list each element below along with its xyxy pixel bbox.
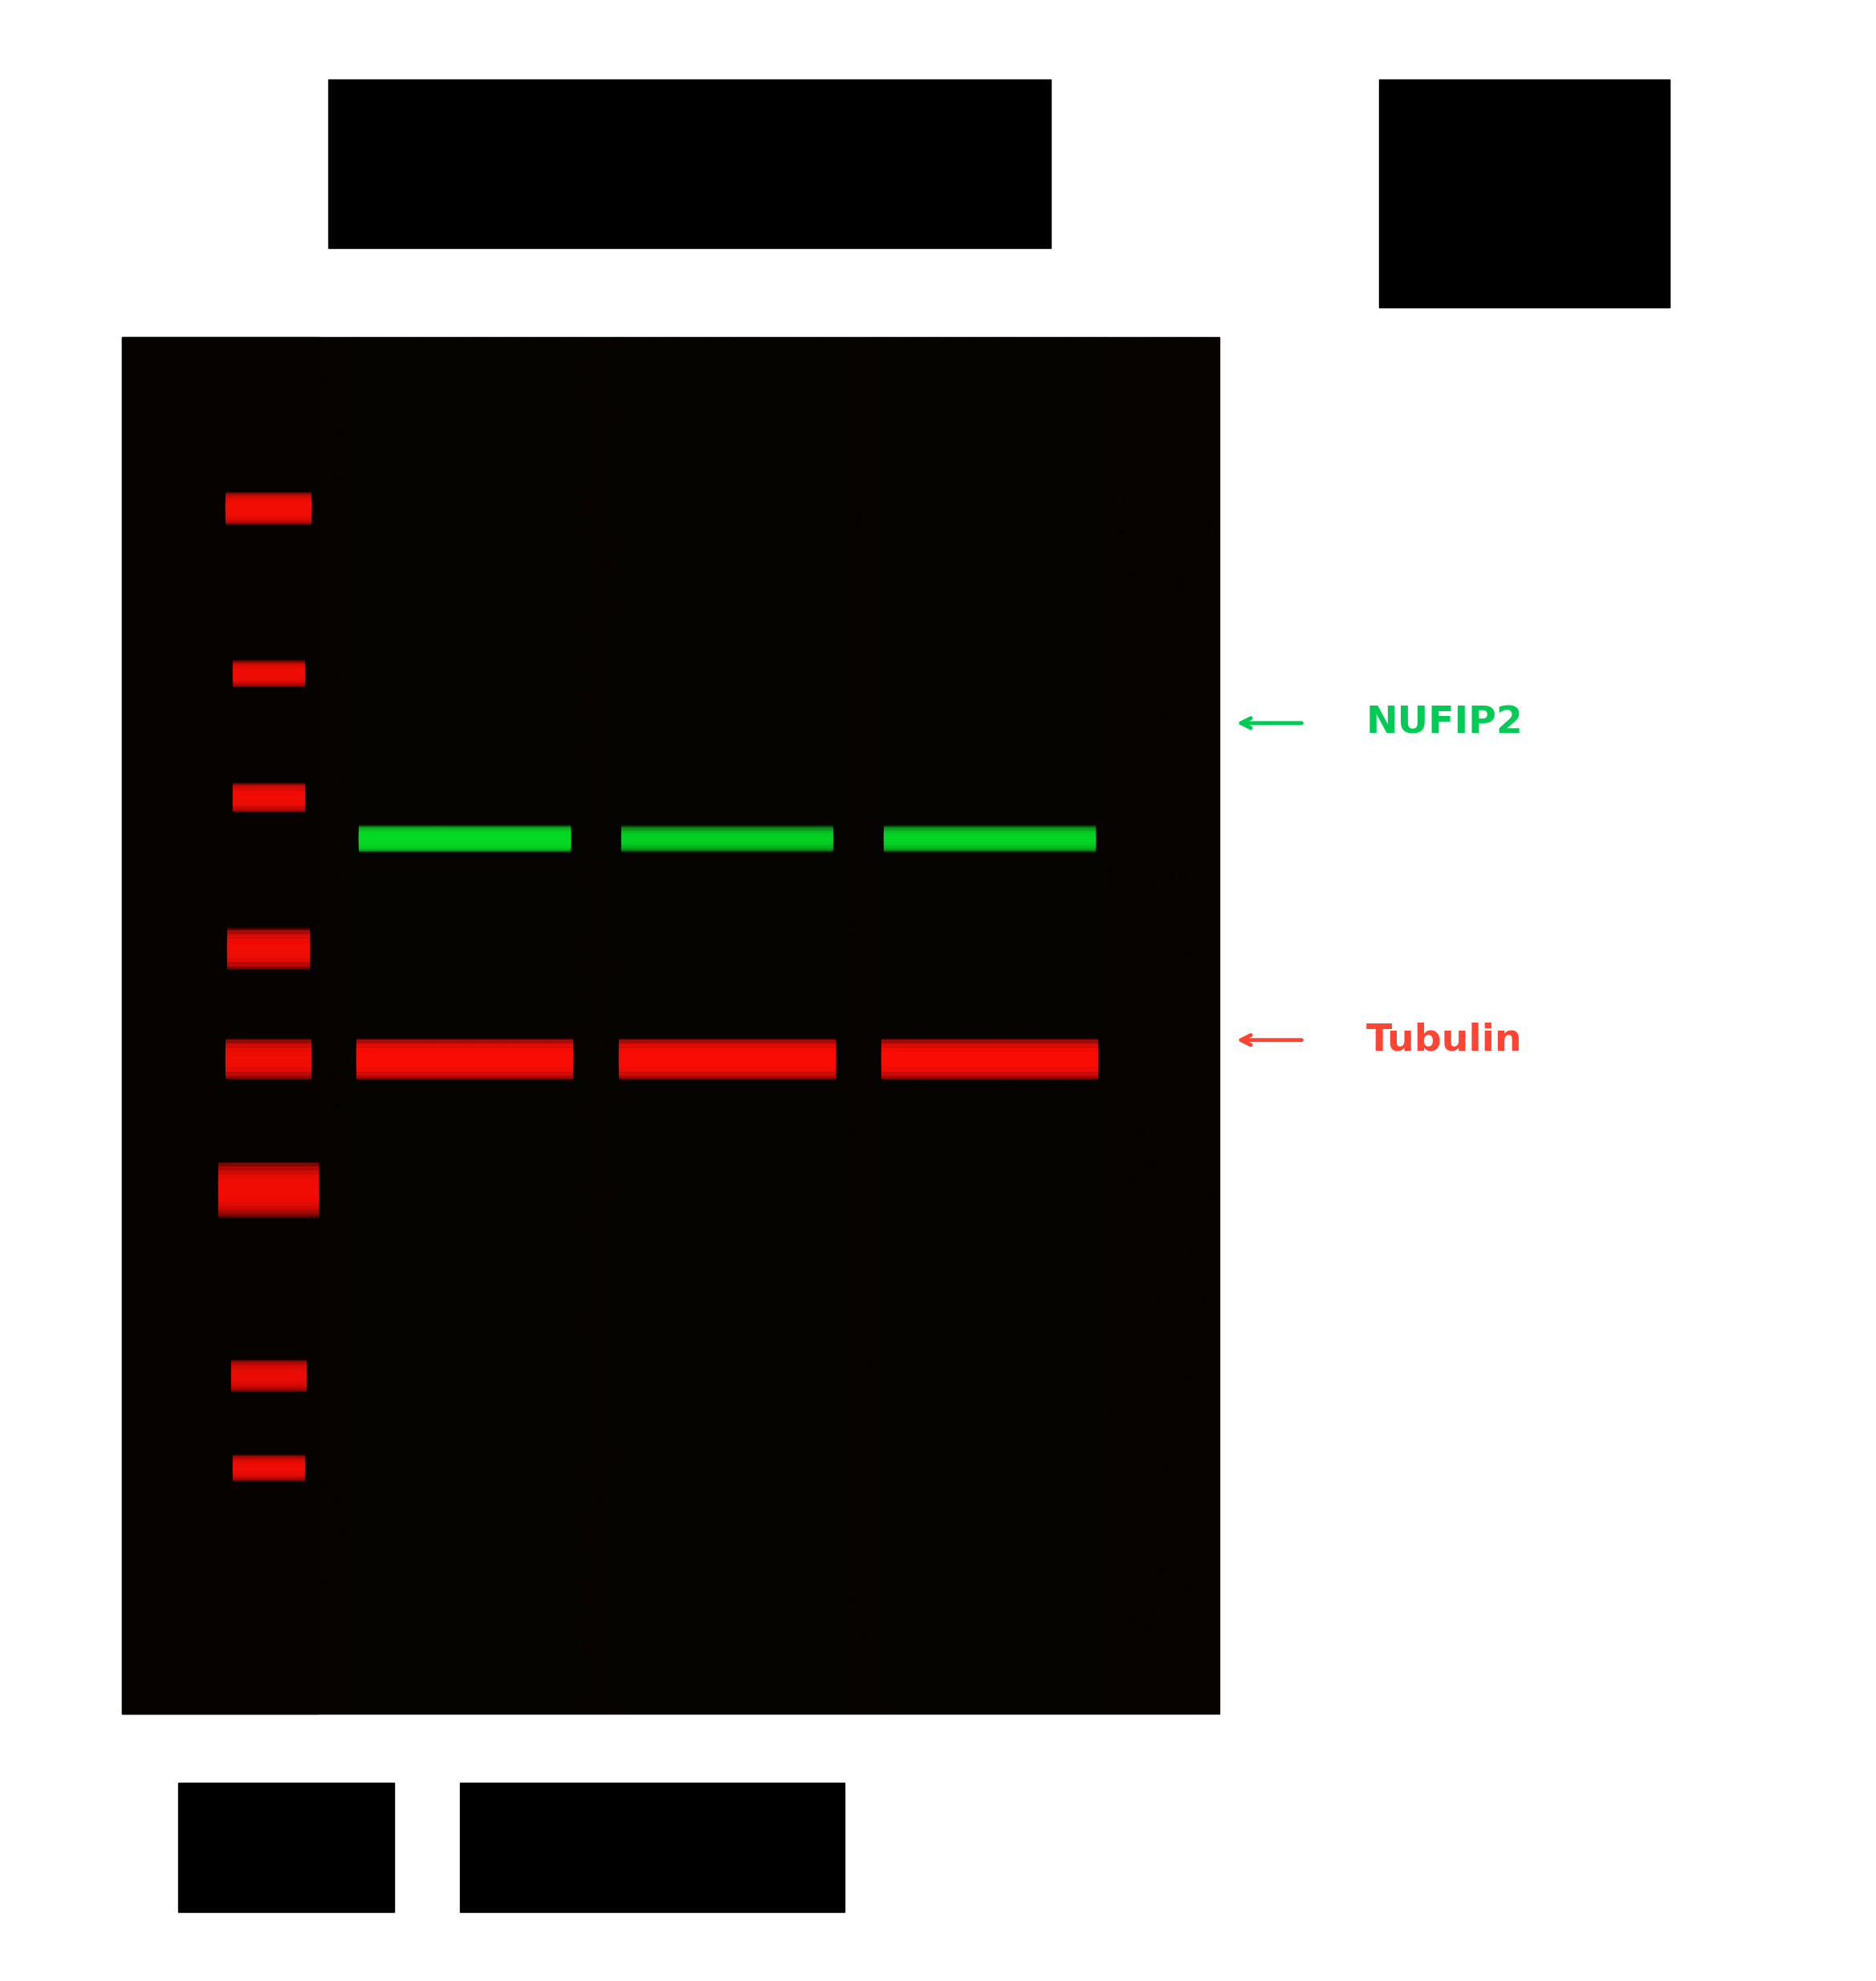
Bar [218,1204,319,1206]
Bar [218,1197,319,1199]
Bar [218,1200,319,1202]
Bar [218,1212,319,1214]
Bar [1379,79,1670,307]
Bar [872,337,1107,1714]
Bar [218,1199,319,1202]
Bar [218,1177,319,1179]
Bar [218,1191,319,1195]
Bar [218,1195,319,1197]
Bar [178,1783,394,1912]
Bar [122,337,319,1714]
Bar [218,1163,319,1165]
Bar [218,1179,319,1181]
Bar [218,1204,319,1206]
Bar [218,1195,319,1199]
Bar [218,1163,319,1165]
Bar [218,1202,319,1204]
Bar [218,1199,319,1200]
Bar [218,1171,319,1173]
Bar [218,1193,319,1195]
Bar [347,337,582,1714]
Bar [218,1208,319,1210]
Bar [218,1173,319,1175]
Bar [218,1208,319,1210]
Bar [122,337,1219,1714]
Bar [218,1210,319,1212]
Bar [218,1214,319,1216]
Bar [218,1187,319,1189]
Bar [218,1181,319,1183]
Bar [218,1206,319,1208]
Bar [218,1167,319,1169]
Text: NUFIP2: NUFIP2 [1366,705,1523,741]
Bar [610,337,844,1714]
Bar [218,1191,319,1193]
Text: Tubulin: Tubulin [1366,1022,1521,1058]
Bar [218,1179,319,1181]
Bar [218,1185,319,1187]
Bar [218,1187,319,1191]
Bar [218,1175,319,1177]
Bar [218,1167,319,1169]
Bar [460,1783,844,1912]
Bar [218,1212,319,1214]
Bar [218,1183,319,1187]
Bar [218,1175,319,1177]
Bar [218,1171,319,1173]
Bar [218,1165,319,1167]
Bar [218,1169,319,1171]
Bar [328,79,1051,248]
Bar [218,1183,319,1185]
Bar [218,1189,319,1191]
